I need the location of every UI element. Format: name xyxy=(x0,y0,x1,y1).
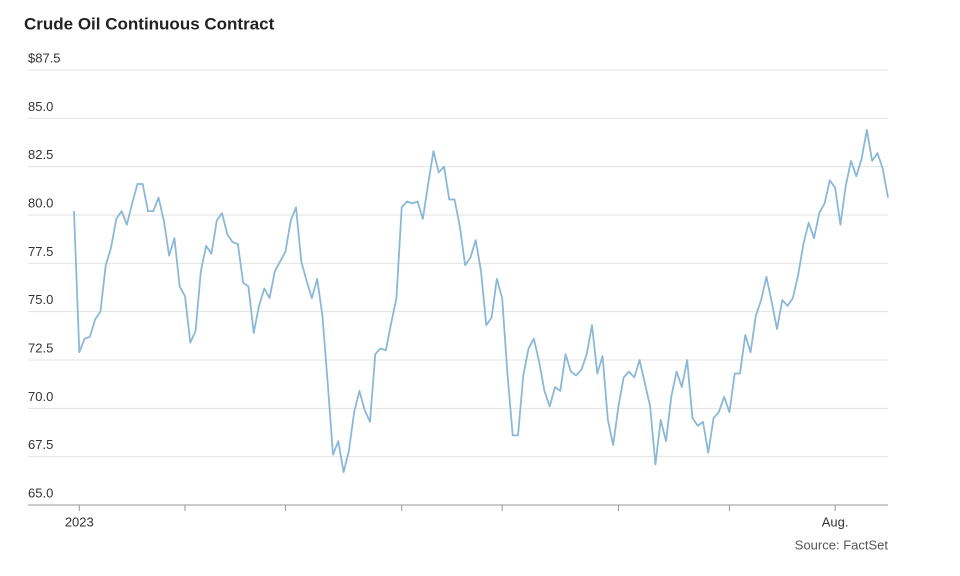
y-tick-label: 72.5 xyxy=(28,340,53,355)
x-tick-label: Aug. xyxy=(822,514,849,529)
y-tick-label: 70.0 xyxy=(28,389,53,404)
y-tick-label: $87.5 xyxy=(28,50,61,65)
y-tick-label: 85.0 xyxy=(28,99,53,114)
y-tick-label: 67.5 xyxy=(28,437,53,452)
y-tick-label: 77.5 xyxy=(28,244,53,259)
chart-title: Crude Oil Continuous Contract xyxy=(24,14,275,33)
y-tick-label: 75.0 xyxy=(28,292,53,307)
y-tick-label: 65.0 xyxy=(28,485,53,500)
y-tick-label: 80.0 xyxy=(28,195,53,210)
y-tick-label: 82.5 xyxy=(28,147,53,162)
price-line xyxy=(73,129,889,474)
source-note: Source: FactSet xyxy=(795,537,889,552)
x-tick-label: 2023 xyxy=(65,514,94,529)
